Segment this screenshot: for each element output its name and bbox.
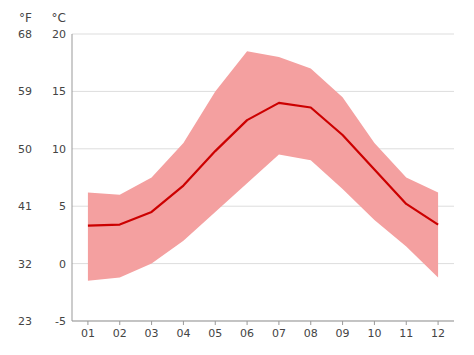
range-band	[88, 51, 438, 281]
grid-line	[72, 321, 454, 322]
y-tick-label: 20	[52, 28, 66, 41]
y-tick-label: -5	[55, 315, 66, 328]
x-tick	[151, 321, 152, 325]
x-tick-label: 12	[431, 327, 445, 340]
x-tick	[406, 321, 407, 325]
y-tick-label: 5	[59, 200, 66, 213]
x-axis-line	[72, 321, 454, 322]
y-axis-line	[72, 34, 73, 321]
chart: 010203040506070809101112-505101520233241…	[0, 0, 474, 355]
x-tick-label: 08	[304, 327, 318, 340]
y2-tick-label: 41	[18, 200, 32, 213]
y-tick-label: 10	[52, 143, 66, 156]
axes: 010203040506070809101112-505101520233241…	[18, 28, 454, 340]
y2-tick-label: 23	[18, 315, 32, 328]
grid-line	[72, 34, 454, 35]
y2-axis-label: °F	[19, 11, 32, 25]
mean-line	[88, 103, 438, 226]
x-tick	[247, 321, 248, 325]
plot-area	[88, 51, 438, 281]
y2-tick-label: 32	[18, 258, 32, 271]
x-tick	[215, 321, 216, 325]
grid	[72, 34, 454, 321]
x-tick	[278, 321, 279, 325]
x-tick-label: 11	[399, 327, 413, 340]
x-tick-label: 09	[336, 327, 350, 340]
x-tick-label: 05	[208, 327, 222, 340]
x-tick-label: 07	[272, 327, 286, 340]
x-tick	[87, 321, 88, 325]
x-tick-label: 01	[81, 327, 95, 340]
y-axis-label: °C	[52, 11, 66, 25]
x-tick	[438, 321, 439, 325]
y2-tick-label: 50	[18, 143, 32, 156]
x-tick-label: 03	[145, 327, 159, 340]
x-tick	[342, 321, 343, 325]
y2-tick-label: 68	[18, 28, 32, 41]
y-tick-label: 0	[59, 258, 66, 271]
x-tick-label: 04	[176, 327, 190, 340]
y2-tick-label: 59	[18, 85, 32, 98]
x-tick	[119, 321, 120, 325]
x-tick-label: 10	[367, 327, 381, 340]
x-tick	[310, 321, 311, 325]
x-tick-label: 02	[113, 327, 127, 340]
x-tick	[183, 321, 184, 325]
y-tick-label: 15	[52, 85, 66, 98]
x-tick	[374, 321, 375, 325]
x-tick-label: 06	[240, 327, 254, 340]
